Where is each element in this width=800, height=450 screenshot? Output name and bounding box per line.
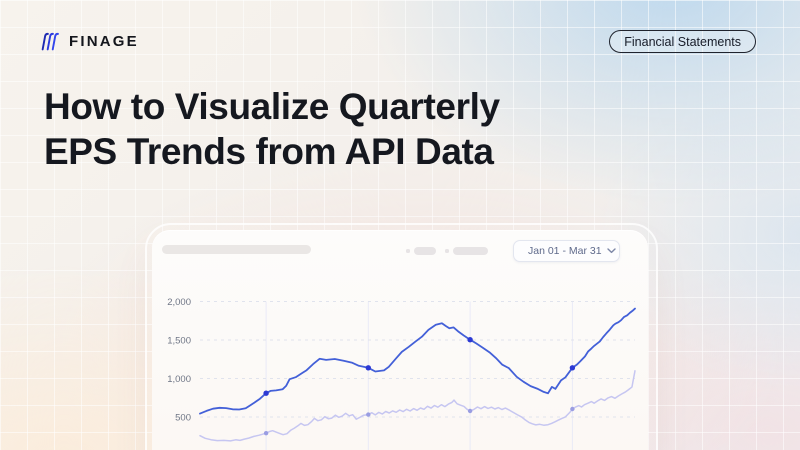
legend-item-secondary	[445, 247, 488, 255]
legend-item-primary	[406, 247, 436, 255]
card-title-skeleton	[162, 245, 311, 254]
legend-label-skeleton	[414, 247, 436, 255]
chevron-down-icon	[606, 248, 616, 254]
eps-chart-svg: 2,000 1,500 1,000 500	[167, 297, 636, 450]
chart-card-frame	[145, 223, 658, 450]
category-badge[interactable]: Financial Statements	[609, 30, 756, 53]
page-title-line2: EPS Trends from API Data	[44, 131, 494, 172]
brand-name: FINAGE	[69, 33, 139, 50]
svg-text:1,000: 1,000	[167, 374, 191, 385]
eps-chart: 2,000 1,500 1,000 500	[152, 290, 648, 450]
finage-logo-icon	[41, 32, 59, 51]
chart-card: Jan 01 - Mar 31 2,000 1,500 1,000 500	[152, 230, 648, 450]
page-title-line1: How to Visualize Quarterly	[44, 86, 500, 127]
legend-dot-icon	[406, 249, 410, 253]
svg-text:2,000: 2,000	[167, 297, 191, 308]
finage-logo[interactable]: FINAGE	[40, 29, 139, 54]
date-range-selector[interactable]: Jan 01 - Mar 31	[513, 240, 620, 262]
date-range-label: Jan 01 - Mar 31	[528, 245, 602, 257]
legend-dot-icon	[445, 249, 449, 253]
page-title: How to Visualize Quarterly EPS Trends fr…	[44, 84, 500, 174]
svg-text:500: 500	[175, 413, 191, 424]
legend-label-skeleton	[453, 247, 488, 255]
svg-text:1,500: 1,500	[167, 336, 191, 347]
